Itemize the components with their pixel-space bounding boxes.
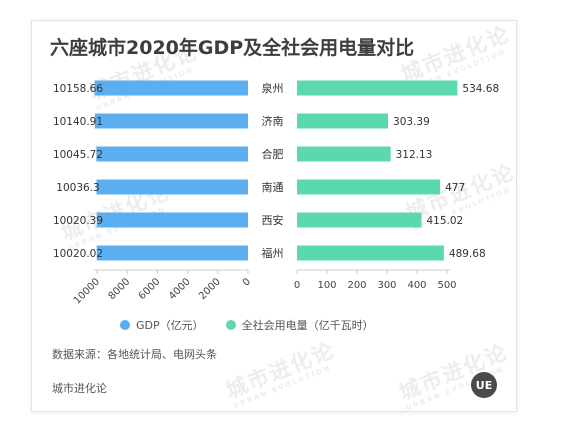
gdp-bar-4 [96,212,248,228]
chart-title: 六座城市2020年GDP及全社会用电量对比 [50,37,415,59]
electricity-value-label-0: 534.68 [462,83,499,95]
electricity-tick-label-0: 0 [294,280,300,291]
gdp-tick-label-3: 4000 [167,276,193,302]
legend-item-gdp[interactable]: GDP（亿元） [120,317,204,333]
electricity-bar-1 [297,113,389,129]
legend-item-electricity[interactable]: 全社会用电量（亿千瓦时） [225,317,374,333]
category-label-5: 福州 [262,246,284,260]
gdp-value-label-3: 10036.3 [56,182,99,194]
gdp-bar-0 [94,80,248,96]
legend-swatch-gdp [120,320,130,330]
gdp-bar-1 [94,113,249,129]
gdp-tick-label-2: 6000 [137,276,163,302]
legend-label-gdp: GDP（亿元） [136,319,204,332]
electricity-bar-0 [297,80,458,96]
gdp-value-label-5: 10020.02 [53,248,103,260]
category-label-4: 西安 [262,213,284,227]
brand-logo: UE [471,372,497,398]
gdp-tick-label-4: 2000 [197,276,223,302]
electricity-bar-5 [297,245,444,261]
gdp-value-label-2: 10045.72 [53,149,103,161]
gdp-tick-label-5: 0 [241,276,253,288]
gdp-tick-label-1: 8000 [107,276,133,302]
electricity-value-label-5: 489.68 [449,248,486,260]
electricity-tick-label-3: 300 [377,280,396,291]
electricity-bar-4 [297,212,422,228]
electricity-value-label-3: 477 [445,182,465,194]
gdp-value-label-1: 10140.91 [53,116,103,128]
data-source-note: 数据来源：各地统计局、电网头条 [52,348,217,361]
gdp-value-label-4: 10020.39 [53,215,103,227]
category-label-2: 合肥 [262,147,284,161]
electricity-tick-label-4: 400 [407,280,426,291]
electricity-tick-label-5: 500 [437,280,456,291]
gdp-bar-5 [96,245,249,261]
category-label-0: 泉州 [262,81,284,95]
electricity-bar-2 [297,146,391,162]
electricity-value-label-2: 312.13 [396,149,433,161]
gdp-bar-2 [96,146,248,162]
brand-name: 城市进化论 [52,382,107,395]
category-label-1: 济南 [262,114,284,128]
gdp-value-label-0: 10158.66 [53,83,103,95]
chart-legend: GDP（亿元） 全社会用电量（亿千瓦时） [120,317,396,333]
gdp-tick-label-0: 10000 [72,276,102,306]
gdp-bar-3 [96,179,248,195]
category-label-3: 南通 [262,181,284,194]
electricity-bar-3 [297,179,441,195]
electricity-value-label-4: 415.02 [427,215,464,227]
legend-swatch-electricity [225,320,236,330]
electricity-tick-label-1: 100 [317,280,336,291]
electricity-value-label-1: 303.39 [393,116,430,128]
electricity-tick-label-2: 200 [347,280,366,291]
legend-label-electricity: 全社会用电量（亿千瓦时） [241,319,374,332]
